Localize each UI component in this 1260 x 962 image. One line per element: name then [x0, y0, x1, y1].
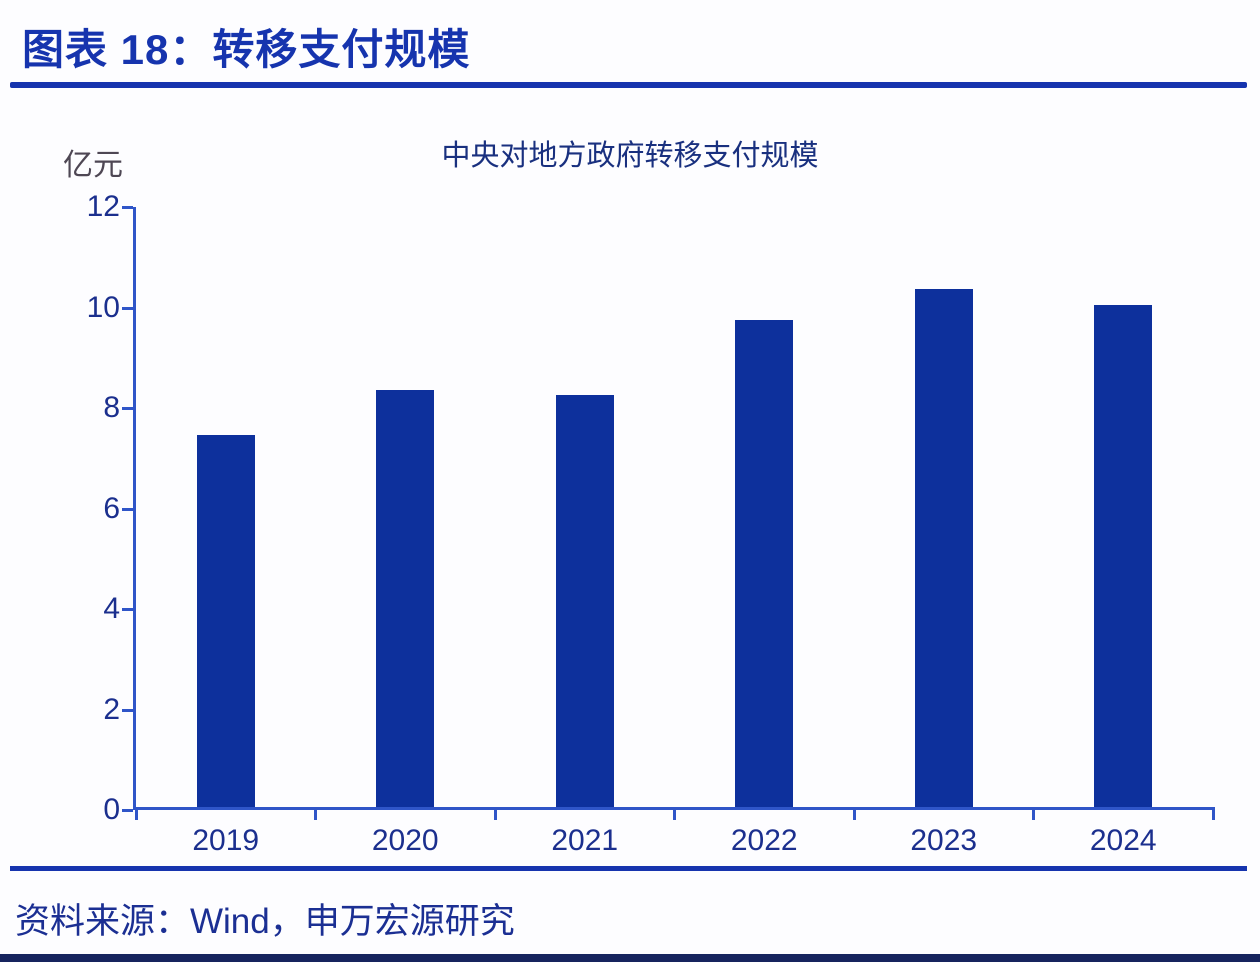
bar-2021: [555, 394, 614, 807]
bar-2023: [914, 289, 973, 807]
y-tick-mark: [122, 708, 133, 712]
footer-separator-line: [10, 866, 1247, 871]
y-tick-label: 10: [86, 290, 120, 324]
x-tick-mark: [134, 807, 138, 820]
y-axis-unit-label: 亿元: [63, 149, 123, 182]
y-tick-mark: [122, 407, 133, 410]
x-axis-tick-labels: 2019 2020 2021 2022 2023 2024: [136, 824, 1213, 860]
source-text: 资料来源：Wind，申万宏源研究: [15, 902, 515, 941]
x-tick-mark: [1211, 807, 1215, 820]
title-underline: [10, 82, 1247, 88]
x-tick-label-2021: 2021: [551, 824, 619, 857]
bar-2024: [1094, 304, 1153, 807]
y-axis-tick-labels: 0 2 4 6 8 10 12: [30, 192, 120, 825]
bottom-border-line: [0, 954, 1260, 962]
x-tick-label-2024: 2024: [1089, 824, 1157, 857]
y-tick-mark: [122, 206, 133, 209]
y-tick-mark: [122, 507, 133, 511]
y-tick-label: 6: [103, 491, 120, 525]
chart-title: 中央对地方政府转移支付规模: [441, 140, 819, 172]
bar-2022: [735, 319, 794, 807]
x-tick-label-2023: 2023: [910, 824, 978, 857]
plot-area: [133, 207, 1215, 820]
figure-title: 图表 18：转移支付规模: [22, 26, 471, 73]
x-tick-mark: [852, 807, 856, 820]
y-tick-label: 0: [103, 793, 120, 826]
x-tick-mark: [1032, 807, 1035, 820]
x-tick-label-2020: 2020: [371, 824, 439, 857]
x-tick-mark: [314, 807, 317, 820]
y-tick-mark: [122, 809, 133, 812]
x-tick-label-2022: 2022: [730, 824, 798, 857]
bar-2020: [376, 389, 435, 807]
y-tick-label: 2: [103, 692, 120, 726]
y-tick-label: 8: [103, 391, 120, 424]
x-tick-mark: [493, 807, 497, 820]
bar-2019: [196, 435, 255, 807]
y-tick-label: 4: [103, 592, 120, 625]
y-tick-label: 12: [86, 190, 120, 223]
y-tick-mark: [122, 608, 133, 611]
x-tick-label-2019: 2019: [192, 824, 260, 857]
y-tick-mark: [122, 306, 133, 310]
x-tick-mark: [673, 807, 676, 820]
